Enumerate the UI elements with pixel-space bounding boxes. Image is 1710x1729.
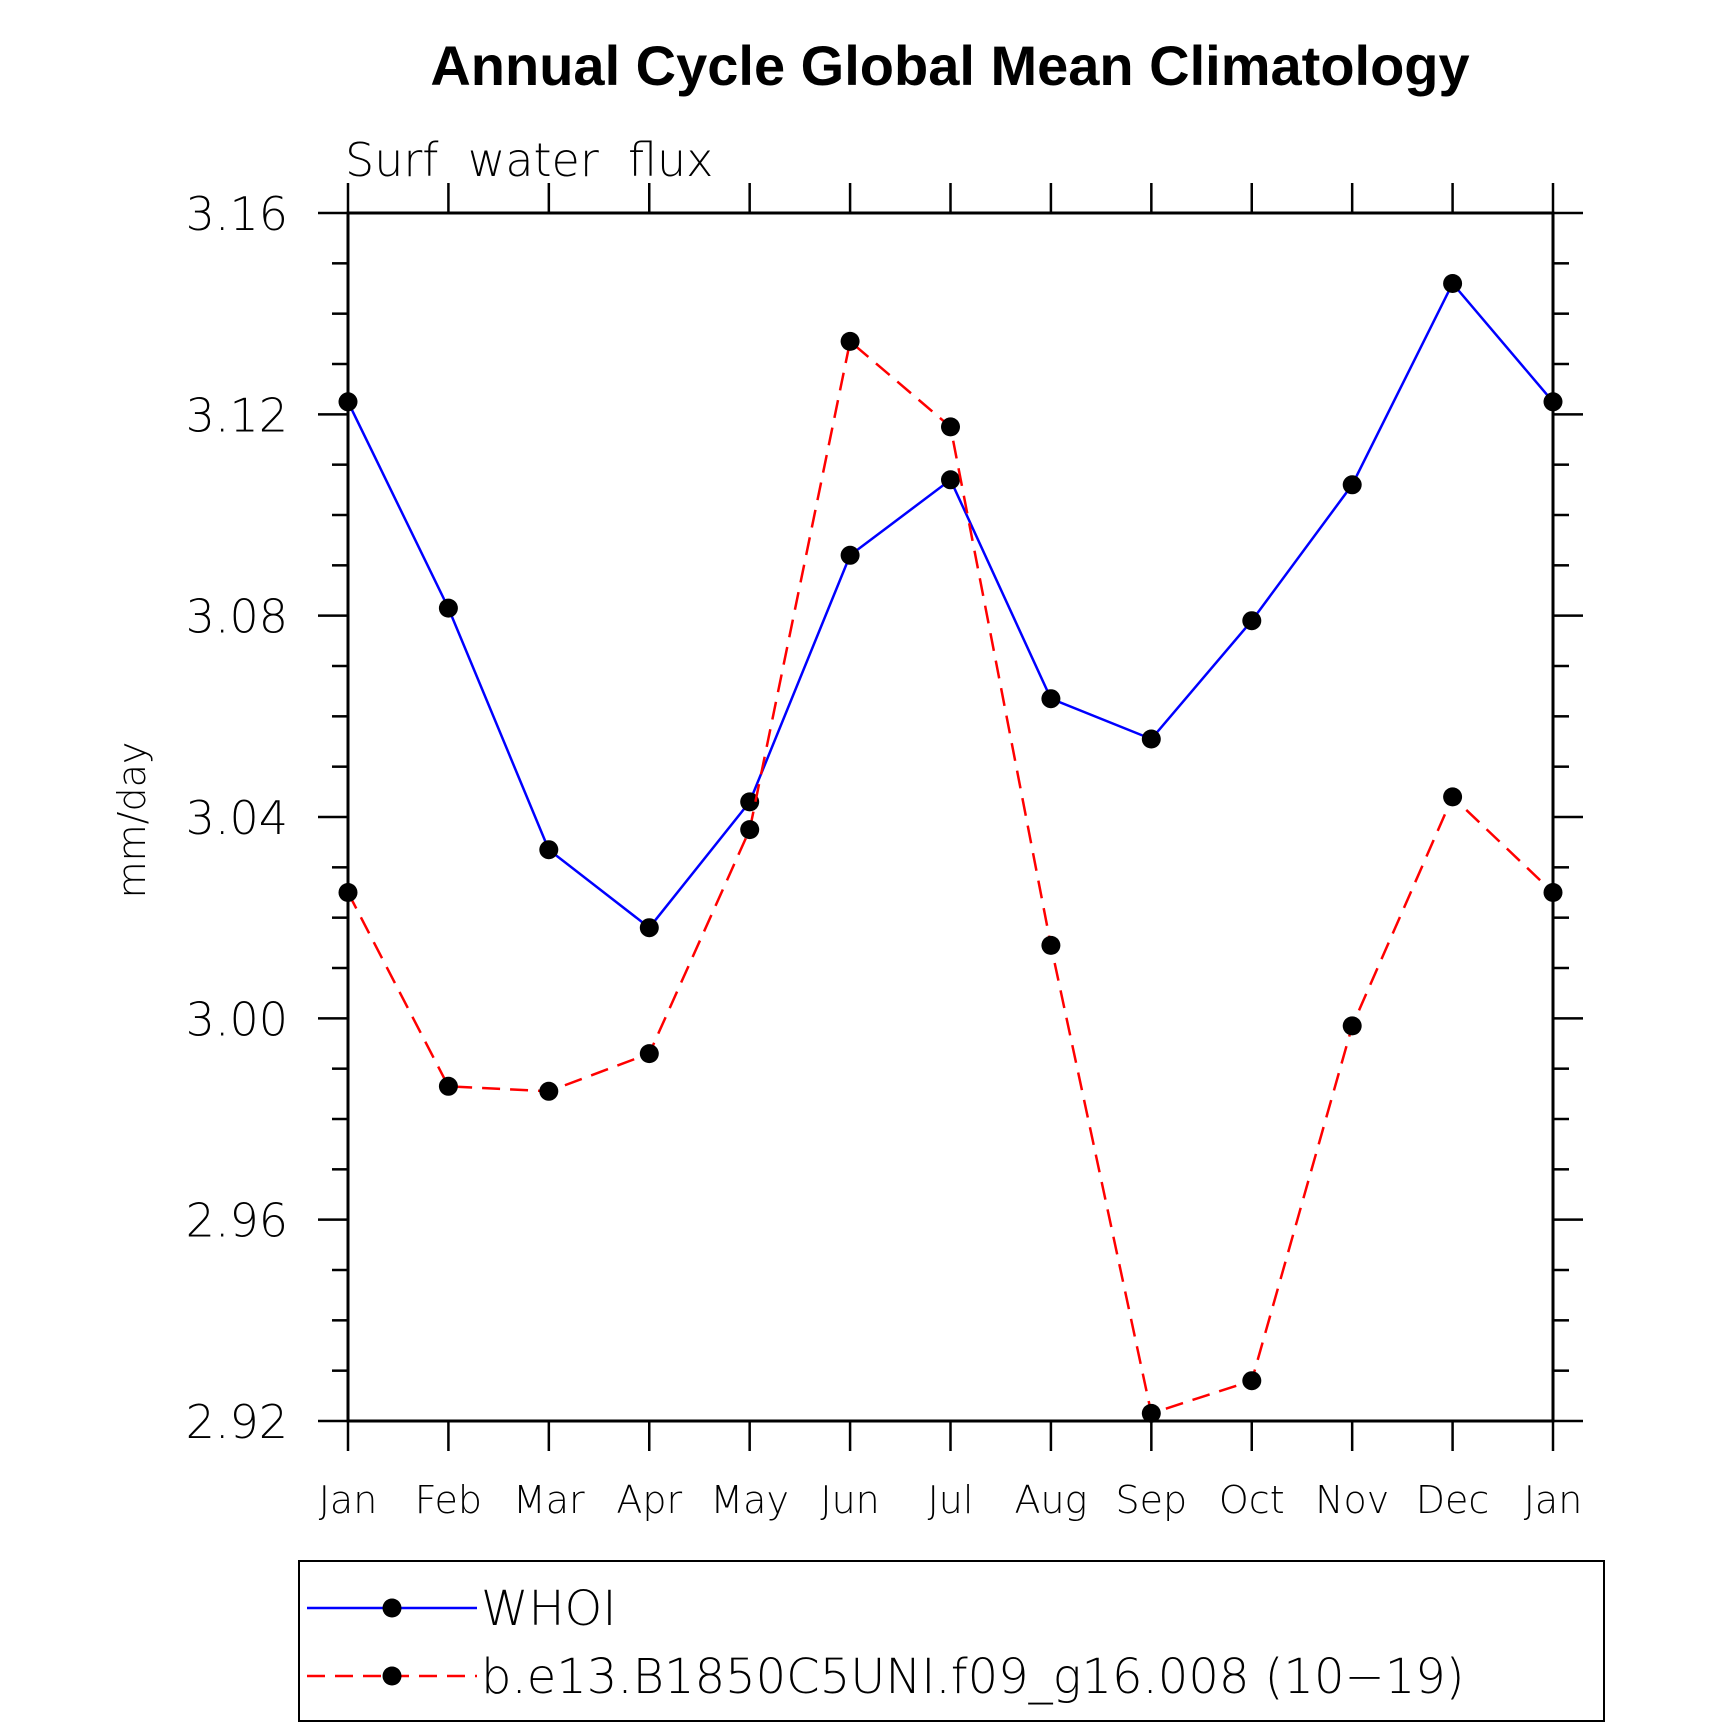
chart-title: Annual Cycle Global Mean Climatology: [430, 34, 1469, 97]
series-2-point: [840, 331, 860, 351]
series-1-point: [1041, 689, 1061, 709]
series-1-point: [1242, 611, 1262, 631]
series-1-point: [539, 840, 559, 860]
series-2-point: [740, 820, 760, 840]
x-tick-label: Sep: [1116, 1478, 1188, 1522]
ticks-layer: [318, 183, 1583, 1451]
series-layer: [338, 274, 1563, 1423]
series-1-point: [438, 598, 458, 618]
y-axis-label: mm/day: [110, 742, 154, 899]
x-tick-label: Feb: [415, 1478, 482, 1522]
x-tick-label: Nov: [1315, 1478, 1389, 1522]
series-1-point: [1342, 475, 1362, 495]
series-line-2: [346, 339, 1554, 1416]
x-tick-label: Jul: [928, 1478, 974, 1522]
x-tick-label: Jan: [1524, 1478, 1583, 1522]
series-2-point: [1342, 1016, 1362, 1036]
legend-marker-2: [382, 1666, 402, 1686]
series-1-point: [740, 792, 760, 812]
legend-label-2: b.e13.B1850C5UNI.f09_g16.008 (10−19): [481, 1649, 1465, 1705]
x-tick-label: Oct: [1219, 1478, 1285, 1522]
legend-label-1: WHOI: [481, 1581, 617, 1637]
x-tick-label: Dec: [1416, 1478, 1490, 1522]
x-tick-label: Jun: [820, 1478, 879, 1522]
series-2-point: [639, 1044, 659, 1064]
series-2-point: [539, 1081, 559, 1101]
y-tick-label: 2.96: [186, 1194, 288, 1248]
series-2-point: [941, 417, 960, 437]
series-1-point: [941, 470, 960, 490]
y-tick-label: 2.92: [186, 1395, 288, 1449]
series-1-point: [840, 545, 860, 565]
legend: WHOI b.e13.B1850C5UNI.f09_g16.008 (10−19): [307, 1581, 1465, 1705]
labels-layer: Jan Feb Mar Apr May Jun Jul Aug Sep Oct Nov Dec Jan 2…: [186, 187, 1583, 1522]
series-1-point: [1443, 274, 1463, 293]
x-tick-label: Jan: [319, 1478, 378, 1522]
plot-frame: [346, 211, 1555, 1423]
chart-subtitle: Surf water flux: [345, 133, 713, 187]
series-2-point: [1242, 1371, 1262, 1391]
legend-box: [298, 1560, 1605, 1722]
y-tick-label: 3.16: [186, 187, 288, 241]
x-tick-label: Apr: [616, 1478, 682, 1522]
series-2-point: [1141, 1403, 1161, 1423]
series-1-point: [639, 918, 659, 938]
series-line-1: [346, 281, 1554, 930]
series-2-point: [1041, 935, 1061, 955]
y-tick-label: 3.04: [186, 791, 288, 845]
series-2-point: [1443, 787, 1463, 807]
series-1-point: [1141, 729, 1161, 749]
legend-marker-1: [382, 1598, 402, 1618]
y-tick-label: 3.08: [186, 590, 288, 644]
x-tick-label: Aug: [1014, 1478, 1087, 1522]
y-tick-label: 3.12: [186, 388, 288, 442]
x-tick-label: Mar: [513, 1478, 585, 1522]
x-tick-label: May: [710, 1478, 789, 1522]
series-2-point: [438, 1076, 458, 1096]
y-tick-label: 3.00: [186, 992, 288, 1046]
